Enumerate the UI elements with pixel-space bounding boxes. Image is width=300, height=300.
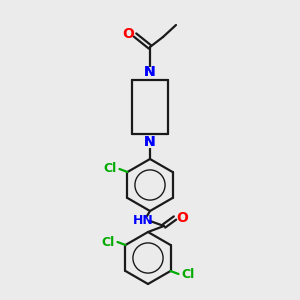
Text: Cl: Cl bbox=[102, 236, 115, 248]
Text: HN: HN bbox=[133, 214, 153, 226]
Text: N: N bbox=[144, 65, 156, 79]
Text: N: N bbox=[144, 135, 156, 149]
Text: O: O bbox=[122, 27, 134, 41]
Text: N: N bbox=[144, 65, 156, 79]
Text: Cl: Cl bbox=[104, 163, 117, 176]
Text: Cl: Cl bbox=[181, 268, 194, 281]
Text: N: N bbox=[144, 135, 156, 149]
Text: O: O bbox=[176, 211, 188, 225]
